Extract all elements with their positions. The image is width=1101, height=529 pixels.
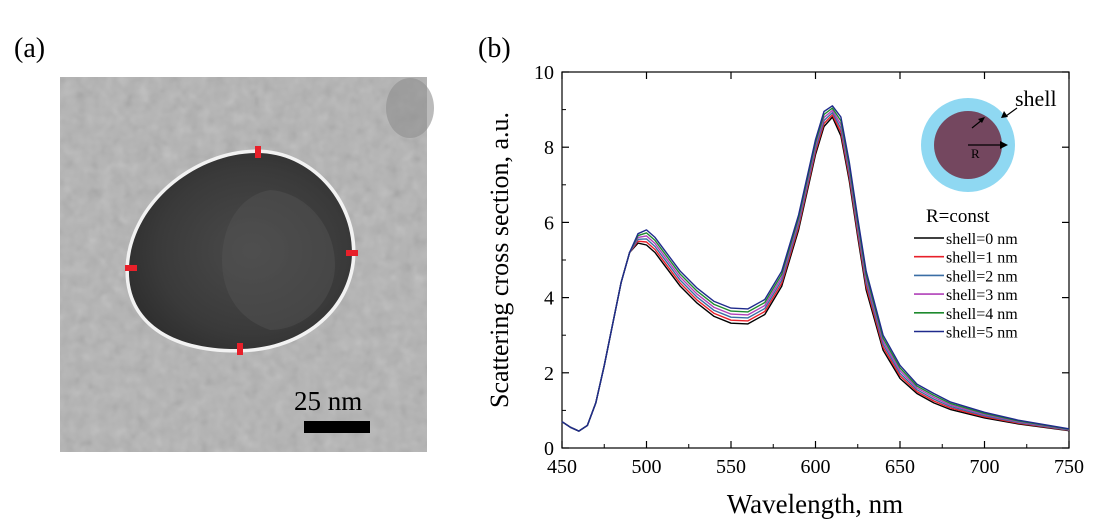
inset-schematic: R shell [921, 86, 1057, 192]
x-tick-label: 450 [547, 456, 577, 478]
inset-shell-label-pointer-head [1001, 111, 1008, 118]
legend-item-label: shell=0 nm [946, 231, 1018, 248]
y-tick-label: 6 [544, 212, 554, 234]
x-axis-label: Wavelength, nm [727, 489, 903, 519]
edge-markers [125, 146, 358, 355]
y-axis-label: Scattering cross section, a.u. [485, 112, 514, 408]
legend-item-label: shell=3 nm [946, 287, 1018, 304]
x-tick-label: 650 [885, 456, 915, 478]
inset-shell-label: shell [1015, 86, 1057, 111]
y-axis-ticks: 0 2 4 6 8 10 [534, 62, 1069, 460]
scale-bar-label: 25 nm [294, 386, 362, 416]
edge-marker-bottom [237, 343, 243, 355]
legend-item-label: shell=2 nm [946, 268, 1018, 285]
legend-item-label: shell=1 nm [946, 250, 1018, 267]
tem-image: 25 nm [60, 77, 434, 452]
panel-a-label: (a) [14, 33, 45, 64]
x-tick-label: 600 [801, 456, 831, 478]
inset-shell-label-pointer [1005, 107, 1018, 117]
legend-title: R=const [926, 206, 990, 227]
y-tick-label: 0 [544, 438, 554, 460]
particle-core [128, 153, 352, 350]
x-tick-label: 500 [632, 456, 662, 478]
series-lines [561, 105, 1070, 432]
y-tick-label: 8 [544, 137, 554, 159]
y-tick-label: 10 [534, 62, 554, 84]
panel-b-label: (b) [478, 33, 511, 64]
x-tick-label: 700 [970, 456, 1000, 478]
edge-marker-left [125, 265, 137, 271]
legend-item-label: shell=5 nm [946, 325, 1018, 342]
inset-radius-label: R [971, 146, 980, 161]
x-tick-label: 550 [716, 456, 746, 478]
series-line-5 [561, 105, 1070, 432]
edge-marker-right [346, 250, 358, 256]
x-axis-ticks: 450 500 550 600 650 700 750 [547, 72, 1084, 478]
x-tick-label: 750 [1054, 456, 1084, 478]
inset-shell-pointer [971, 119, 983, 129]
inset-radius-arrow [1000, 141, 1008, 149]
y-tick-label: 2 [544, 363, 554, 385]
edge-marker-top [255, 146, 261, 158]
chart: 450 500 550 600 650 700 750 0 2 4 6 8 10 Wavelength… [485, 62, 1084, 519]
inset-shell-pointer-head [978, 117, 985, 123]
legend-item-label: shell=4 nm [946, 306, 1018, 323]
scale-bar [304, 421, 370, 433]
particle-inner-contrast [222, 190, 335, 330]
y-tick-label: 4 [544, 288, 554, 310]
